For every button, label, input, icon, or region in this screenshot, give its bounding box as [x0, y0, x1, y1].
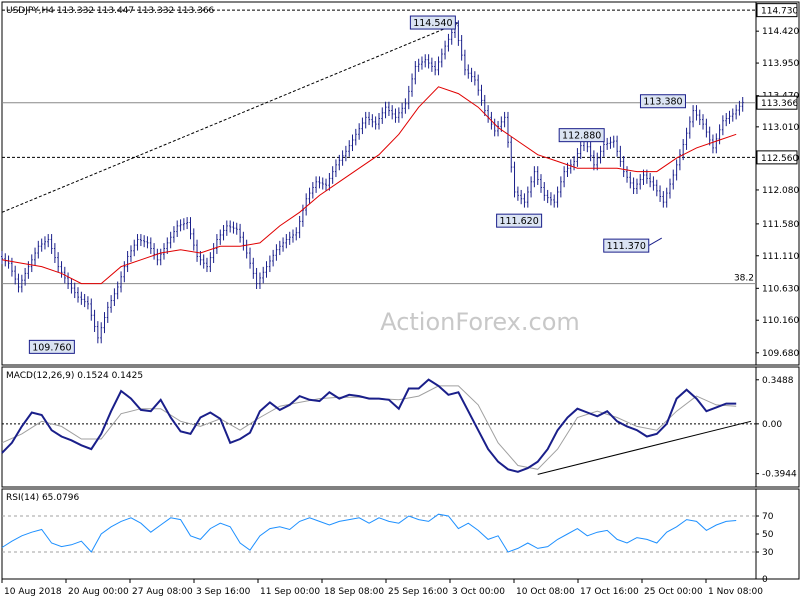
rsi-tick-label: 0 — [762, 575, 768, 585]
axis-price-tag — [756, 95, 798, 110]
time-tick-label: 10 Aug 2018 — [4, 587, 62, 597]
price-tick-label: 110.160 — [762, 316, 799, 326]
watermark: ActionForex.com — [380, 308, 580, 336]
macd-pane-frame — [1, 366, 757, 488]
fib-level-label: 38.2 — [734, 274, 754, 284]
price-tick-label: 110.630 — [762, 284, 799, 294]
price-pane-header: USDJPY,H4 113.332 113.447 113.332 113.36… — [6, 6, 215, 16]
price-label-text: 113.380 — [643, 97, 682, 108]
time-tick-label: 1 Nov 08:00 — [708, 587, 763, 597]
price-label-box — [639, 94, 686, 109]
rsi-tick-label: 30 — [762, 548, 774, 558]
rsi-pane-header: RSI(14) 65.0796 — [6, 493, 79, 503]
price-label-text: 114.540 — [413, 18, 452, 29]
macd-tick-label: 0.00 — [762, 420, 782, 430]
time-tick-label: 3 Sep 16:00 — [196, 587, 251, 597]
price-tick-label: 111.110 — [762, 252, 799, 262]
price-tick-label: 111.580 — [762, 220, 799, 230]
price-label-leader — [648, 237, 662, 247]
rsi-line — [1, 513, 737, 553]
price-pane-axis-frame — [755, 1, 800, 366]
axis-price-tag-text: 112.560 — [761, 154, 798, 164]
macd-pane: MACD(12,26,9) 0.1524 0.1425 0.3488 0.00 -0.… — [1, 366, 800, 488]
time-axis: 10 Aug 2018 20 Aug 00:00 27 Aug 08:00 3 Sep… — [1, 579, 763, 597]
macd-line — [1, 378, 737, 473]
rsi-pane: RSI(14) 65.0796 70 50 30 0 — [1, 488, 800, 585]
time-tick-label: 17 Oct 16:00 — [580, 587, 639, 597]
price-label-text: 109.760 — [32, 342, 71, 353]
time-tick-label: 20 Aug 00:00 — [68, 587, 129, 597]
price-label-text: 111.620 — [499, 216, 538, 227]
time-tick-label: 25 Oct 00:00 — [644, 587, 703, 597]
axis-price-tag-text: 113.366 — [761, 99, 798, 109]
time-tick-label: 3 Oct 00:00 — [452, 587, 505, 597]
rsi-tick-label: 50 — [762, 530, 774, 540]
price-tick-label: 112.080 — [762, 186, 799, 196]
price-label-box — [496, 213, 543, 228]
price-label-box — [28, 339, 75, 354]
time-tick-label: 11 Sep 00:00 — [260, 587, 320, 597]
price-label-text: 111.370 — [607, 241, 646, 252]
rsi-pane-frame — [1, 488, 757, 580]
axis-price-tag — [756, 150, 798, 165]
price-tick-label: 114.420 — [762, 27, 799, 37]
axis-price-tag-text: 114.730 — [761, 7, 798, 17]
price-label-box — [558, 128, 605, 143]
price-label-leader — [455, 22, 459, 24]
macd-trendline — [537, 420, 752, 475]
macd-tick-label: 0.3488 — [762, 376, 794, 386]
axis-price-tag — [756, 3, 798, 18]
price-trendline — [1, 22, 459, 213]
macd-pane-header: MACD(12,26,9) 0.1524 0.1425 — [6, 371, 143, 381]
time-tick-label: 18 Sep 08:00 — [324, 587, 384, 597]
macd-tick-label: -0.3944 — [762, 470, 797, 480]
price-pane: USDJPY,H4 113.332 113.447 113.332 113.36… — [1, 1, 800, 366]
rsi-tick-label: 70 — [762, 512, 774, 522]
price-tick-label: 109.680 — [762, 349, 799, 359]
price-label-text: 112.880 — [562, 131, 601, 142]
time-tick-label: 27 Aug 08:00 — [132, 587, 193, 597]
time-tick-label: 10 Oct 08:00 — [516, 587, 575, 597]
price-tick-label: 113.950 — [762, 59, 799, 69]
time-tick-label: 25 Sep 16:00 — [388, 587, 448, 597]
macd-pane-axis-frame — [755, 366, 800, 488]
moving-average-line — [1, 86, 737, 285]
price-tick-label: 113.010 — [762, 123, 799, 133]
